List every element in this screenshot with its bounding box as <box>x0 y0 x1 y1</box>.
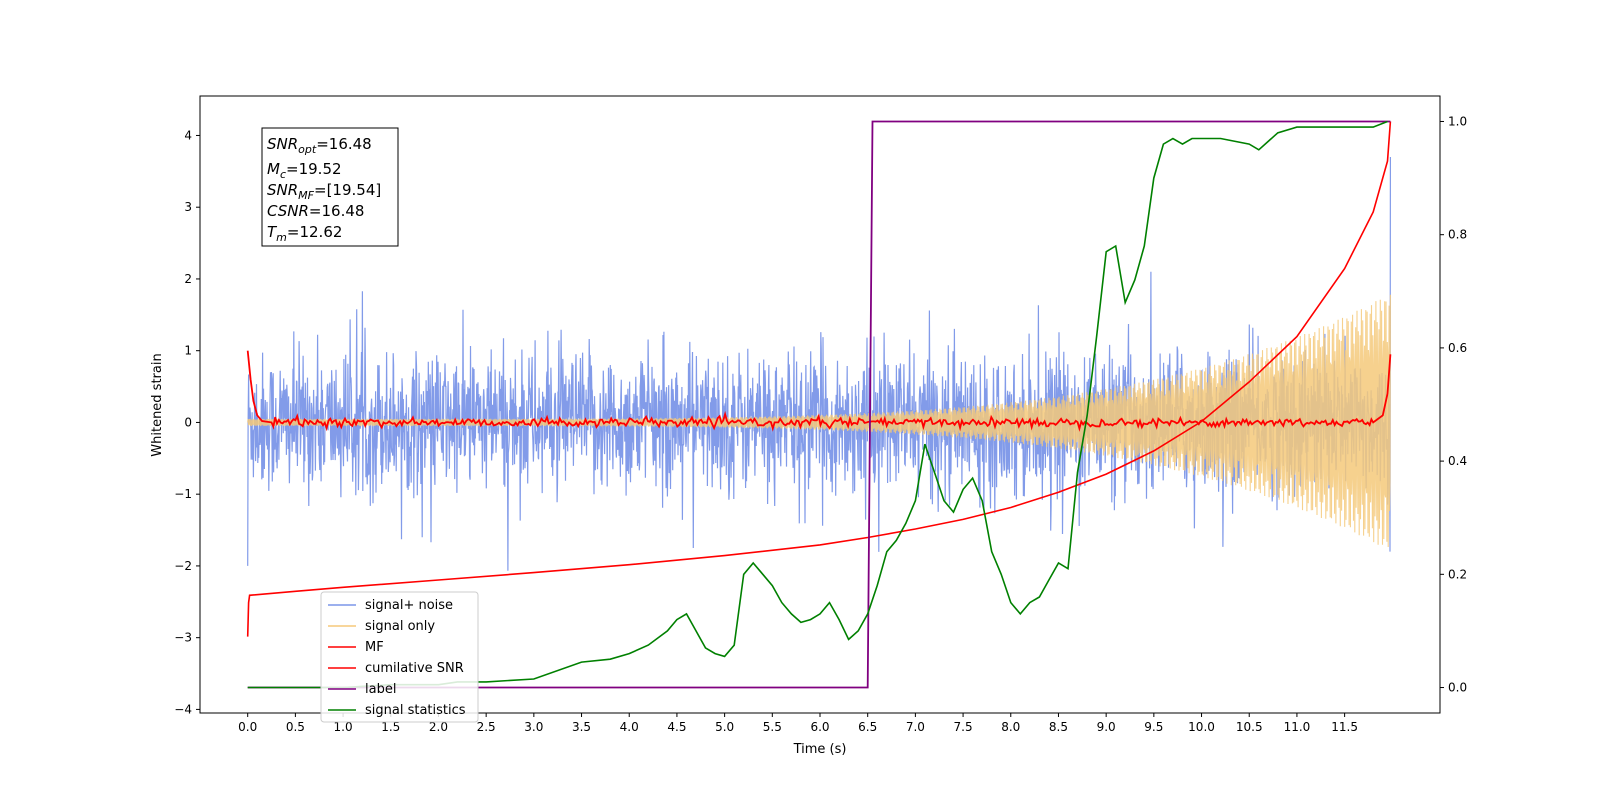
annotation-sub-snr-opt: opt <box>298 143 317 156</box>
x-tick-label: 2.5 <box>477 720 496 734</box>
x-tick-label: 6.5 <box>858 720 877 734</box>
series-label <box>247 120 1391 689</box>
svg-text:SNRopt=16.48: SNRopt=16.48 <box>267 135 372 156</box>
annotation-value-mc: =19.52 <box>286 160 342 178</box>
annotation-box: SNRopt=16.48 Mc=19.52 SNRMF=[19.54] CSNR… <box>261 127 399 247</box>
y-axis-left: −4 −3 −2 −1 0 1 2 3 4 <box>174 128 200 716</box>
svg-text:Mc=19.52: Mc=19.52 <box>267 160 342 181</box>
y-tick-label: 4 <box>184 128 192 142</box>
x-tick-label: 8.5 <box>1049 720 1068 734</box>
x-tick-label: 2.0 <box>429 720 448 734</box>
y-tick-label: 1 <box>184 344 192 358</box>
series-signal-statistics <box>247 120 1388 689</box>
y-right-tick-label: 0.0 <box>1448 681 1467 695</box>
annotation-sub-tm: m <box>276 231 287 244</box>
annotation-value-csnr: =16.48 <box>309 202 365 220</box>
y-tick-label: −1 <box>174 487 192 501</box>
y-right-tick-label: 0.2 <box>1448 567 1467 581</box>
legend-entry-signal-noise: signal+ noise <box>328 598 453 613</box>
legend-entry-signal-statistics: signal statistics <box>328 703 466 718</box>
svg-text:signal only: signal only <box>365 619 435 634</box>
x-tick-label: 7.5 <box>954 720 973 734</box>
x-axis-label: Time (s) <box>793 742 847 757</box>
y-right-tick-label: 1.0 <box>1448 114 1467 128</box>
annotation-label-snr-opt: SNR <box>267 135 298 153</box>
y-right-tick-label: 0.8 <box>1448 228 1467 242</box>
plot-area <box>246 120 1392 689</box>
legend-entry-mf: MF <box>328 640 384 655</box>
y-axis-right: 0.0 0.2 0.4 0.6 0.8 1.0 <box>1440 114 1467 695</box>
x-tick-label: 7.0 <box>906 720 925 734</box>
svg-text:cumilative SNR: cumilative SNR <box>365 661 464 676</box>
svg-text:SNRMF=[19.54]: SNRMF=[19.54] <box>267 181 381 202</box>
annotation-value-snr-mf: =[19.54] <box>314 181 381 199</box>
x-tick-label: 1.5 <box>381 720 400 734</box>
x-tick-label: 3.0 <box>524 720 543 734</box>
x-axis: 0.0 0.5 1.0 1.5 2.0 2.5 3.0 3.5 4.0 4.5 5.0 5.5 6.0 6… <box>238 713 1358 734</box>
x-tick-label: 6.0 <box>810 720 829 734</box>
x-tick-label: 4.5 <box>667 720 686 734</box>
x-tick-label: 5.5 <box>763 720 782 734</box>
x-tick-label: 4.0 <box>620 720 639 734</box>
annotation-value-snr-opt: =16.48 <box>316 135 372 153</box>
annotation-label-csnr: CSNR <box>267 202 309 220</box>
x-tick-label: 8.0 <box>1001 720 1020 734</box>
svg-text:signal statistics: signal statistics <box>365 703 466 718</box>
x-tick-label: 9.5 <box>1144 720 1163 734</box>
series-signal-noise <box>247 156 1391 571</box>
x-tick-label: 10.5 <box>1236 720 1263 734</box>
y-tick-label: 3 <box>184 200 192 214</box>
legend-entry-label: label <box>328 682 396 697</box>
annotation-value-tm: =12.62 <box>287 223 343 241</box>
x-tick-label: 5.0 <box>715 720 734 734</box>
annotation-label-mc: M <box>267 160 280 178</box>
y-right-tick-label: 0.6 <box>1448 341 1467 355</box>
svg-text:Tm=12.62: Tm=12.62 <box>267 223 342 244</box>
x-tick-label: 11.0 <box>1284 720 1311 734</box>
legend: signal+ noise signal only MF cumilative … <box>320 591 479 723</box>
x-tick-label: 3.5 <box>572 720 591 734</box>
annotation-sub-mc: c <box>280 168 286 181</box>
series-mf <box>246 350 1392 432</box>
y-right-tick-label: 0.4 <box>1448 454 1467 468</box>
annotation-sub-snr-mf: MF <box>298 189 314 202</box>
x-tick-label: 0.0 <box>238 720 257 734</box>
y-tick-label: −4 <box>174 702 192 716</box>
series-cumulative-snr <box>246 121 1392 637</box>
x-tick-label: 11.5 <box>1331 720 1358 734</box>
x-tick-label: 9.0 <box>1097 720 1116 734</box>
x-tick-label: 1.0 <box>334 720 353 734</box>
annotation-label-snr-mf: SNR <box>267 181 298 199</box>
y-tick-label: 2 <box>184 272 192 286</box>
x-tick-label: 0.5 <box>286 720 305 734</box>
svg-text:label: label <box>365 682 396 697</box>
legend-entry-cumulative-snr: cumilative SNR <box>328 661 464 676</box>
svg-text:CSNR=16.48: CSNR=16.48 <box>267 202 364 220</box>
y-tick-label: −2 <box>174 559 192 573</box>
y-axis-label: Whitened strain <box>150 353 165 456</box>
y-tick-label: 0 <box>184 415 192 429</box>
annotation-label-tm: T <box>267 223 278 241</box>
svg-text:signal+ noise: signal+ noise <box>365 598 453 613</box>
svg-text:MF: MF <box>365 640 384 655</box>
legend-entry-signal-only: signal only <box>328 619 435 634</box>
x-tick-label: 10.0 <box>1188 720 1215 734</box>
y-tick-label: −3 <box>174 631 192 645</box>
